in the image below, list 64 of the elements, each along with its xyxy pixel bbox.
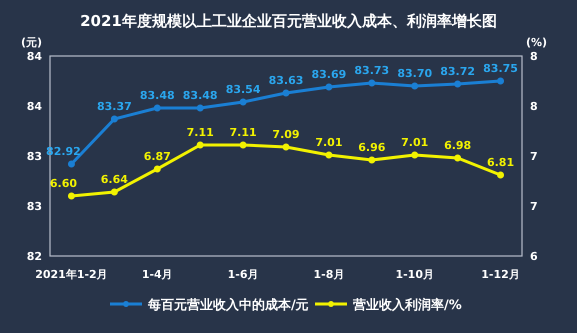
point: [368, 80, 376, 86]
point: [368, 156, 376, 164]
x-tick-label: 1-8月: [313, 268, 344, 281]
data-label: 6.64: [100, 173, 128, 186]
data-label: 7.01: [401, 136, 428, 149]
point: [196, 104, 204, 112]
y2-tick-label: 6: [530, 250, 538, 263]
data-label: 83.72: [440, 65, 476, 78]
legend-label: 每百元营业收入中的成本/元: [147, 297, 309, 313]
x-tick-label: 1-6月: [228, 268, 259, 281]
point: [68, 160, 75, 168]
data-label: 83.63: [268, 74, 304, 87]
y2-tick-label: 7: [530, 150, 538, 163]
y-tick-label: 83: [26, 150, 42, 163]
data-label: 7.11: [230, 126, 257, 139]
point: [454, 80, 462, 88]
legend-label: 营业收入利润率/%: [352, 297, 462, 313]
y2-tick-label: 7: [530, 200, 538, 213]
point: [282, 144, 290, 150]
point: [325, 152, 332, 158]
point: [411, 82, 418, 90]
point: [497, 172, 504, 178]
point: [240, 142, 247, 148]
data-label: 83.54: [226, 83, 261, 96]
y-tick-label: 84: [26, 50, 42, 63]
data-label: 83.69: [312, 68, 346, 81]
y2-tick-label: 8: [530, 50, 538, 63]
point: [240, 98, 247, 106]
x-tick-label: 1-12月: [481, 268, 520, 281]
data-label: 83.73: [354, 64, 390, 77]
y-tick-label: 84: [26, 100, 42, 113]
point: [154, 104, 161, 112]
data-label: 6.81: [486, 156, 514, 169]
y-tick-label: 82: [26, 250, 42, 263]
data-label: 83.48: [140, 89, 175, 102]
data-label: 6.60: [50, 177, 78, 190]
data-label: 6.96: [358, 141, 386, 154]
x-tick-label: 1-10月: [395, 268, 434, 281]
point: [411, 152, 418, 158]
point: [110, 116, 118, 122]
x-tick-label: 2021年1-2月: [35, 268, 108, 281]
data-label: 6.87: [144, 150, 171, 163]
y2-tick-label: 8: [530, 100, 538, 113]
point: [68, 192, 75, 200]
x-tick-label: 1-4月: [142, 268, 173, 281]
point: [454, 154, 462, 162]
point: [325, 84, 332, 90]
data-label: 83.37: [96, 100, 132, 113]
point: [497, 78, 504, 84]
data-label: 83.48: [182, 89, 218, 102]
point: [196, 142, 204, 148]
point: [154, 166, 161, 172]
data-label: 83.75: [483, 62, 518, 75]
point: [110, 188, 118, 196]
y-axis-title: (元): [20, 36, 42, 49]
data-label: 7.01: [315, 136, 342, 149]
data-label: 7.09: [272, 128, 300, 141]
data-label: 83.70: [397, 67, 432, 80]
title: 2021年度规模以上工业企业百元营业收入成本、利润率增长图: [80, 12, 497, 30]
point: [282, 90, 290, 96]
data-label: 6.98: [444, 139, 472, 152]
y-tick-label: 83: [26, 200, 42, 213]
y2-axis-title: (%): [526, 36, 548, 49]
data-label: 7.11: [186, 126, 214, 139]
